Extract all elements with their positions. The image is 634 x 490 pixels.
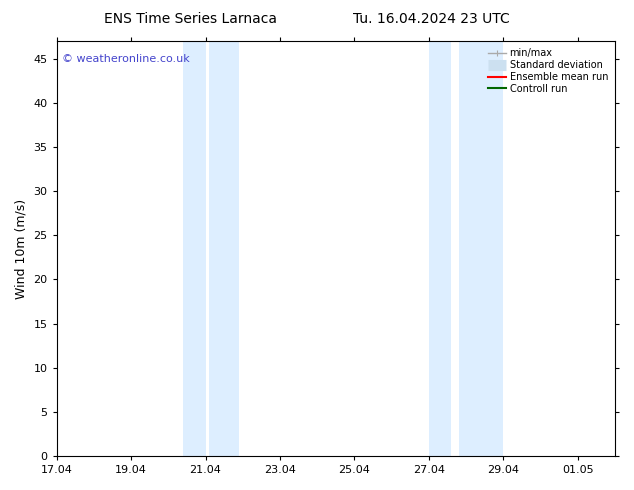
Y-axis label: Wind 10m (m/s): Wind 10m (m/s) (15, 198, 28, 299)
Bar (458, 41, 503, 456)
Text: ENS Time Series Larnaca: ENS Time Series Larnaca (104, 12, 276, 26)
Legend: min/max, Standard deviation, Ensemble mean run, Controll run: min/max, Standard deviation, Ensemble me… (486, 46, 610, 96)
Bar (183, 41, 205, 456)
Bar (429, 41, 451, 456)
Bar (209, 41, 239, 456)
Text: © weatheronline.co.uk: © weatheronline.co.uk (62, 54, 190, 64)
Text: Tu. 16.04.2024 23 UTC: Tu. 16.04.2024 23 UTC (353, 12, 510, 26)
